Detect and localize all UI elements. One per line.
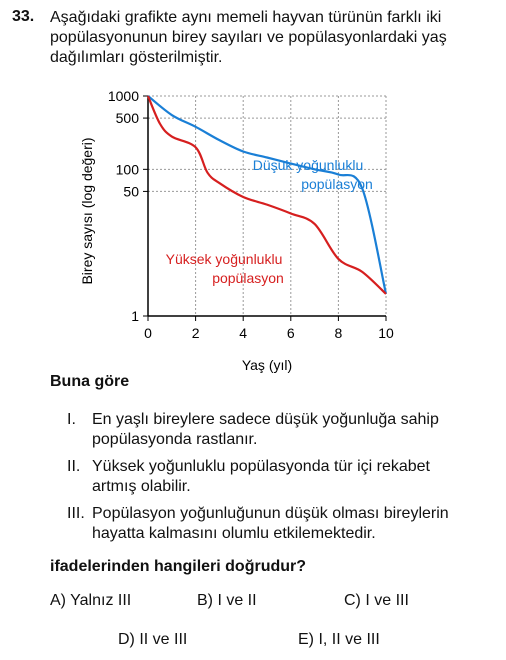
survivorship-chart: 0 2 4 6 8 10 1 50 100 500 1000 Birey sayısı (log d… — [79, 88, 394, 373]
chart-grid — [148, 95, 387, 316]
question-stem-line: popülasyonunun birey sayıları ve popülas… — [50, 29, 447, 46]
chart-series — [146, 95, 388, 295]
chart-axes — [147, 96, 386, 317]
chart-ticks: 0 2 4 6 8 10 1 50 100 500 1000 — [108, 88, 394, 341]
series-label-high-density-line2: popülasyon — [212, 270, 284, 286]
series-label-high-density-line1: Yüksek yoğunluklu — [166, 251, 283, 267]
statement-text: Popülasyon yoğunluğunun düşük olması bir… — [92, 505, 449, 522]
question-stem-line: dağılımları gösterilmiştir. — [50, 49, 223, 66]
y-tick-label: 500 — [116, 110, 140, 126]
statement-number: I. — [67, 411, 76, 428]
choice-c[interactable]: C) I ve III — [344, 592, 409, 609]
choice-e[interactable]: E) I, II ve III — [298, 631, 380, 648]
x-tick-label: 8 — [335, 325, 343, 341]
question-number: 33. — [12, 8, 35, 25]
series-label-low-density-line1: Düşük yoğunluklu — [253, 157, 364, 173]
x-axis-label: Yaş (yıl) — [242, 357, 292, 373]
y-axis-label: Birey sayısı (log değeri) — [79, 137, 95, 284]
statement-text: popülasyonda rastlanır. — [92, 431, 258, 448]
question-stem-line: Aşağıdaki grafikte aynı memeli hayvan tü… — [50, 9, 442, 26]
choice-b[interactable]: B) I ve II — [197, 592, 257, 609]
statement-number: II. — [67, 458, 81, 475]
statement-text: En yaşlı bireylere sadece düşük yoğunluğ… — [92, 411, 439, 428]
series-line-high-density — [146, 95, 387, 295]
statement-text: hayatta kalmasını olumlu etkilemektedir. — [92, 525, 376, 542]
x-tick-label: 10 — [378, 325, 394, 341]
y-tick-label: 1000 — [108, 88, 139, 104]
x-tick-label: 6 — [287, 325, 295, 341]
y-tick-label: 50 — [123, 183, 139, 199]
x-tick-label: 4 — [239, 325, 247, 341]
chart-labels: Birey sayısı (log değeri) Yaş (yıl) Düşü… — [79, 137, 373, 373]
statement-text: Yüksek yoğunluklu popülasyonda tür içi r… — [92, 458, 430, 475]
x-tick-label: 0 — [144, 325, 152, 341]
lead-text: Buna göre — [50, 373, 130, 390]
choice-a[interactable]: A) Yalnız III — [50, 592, 132, 609]
question-ask: ifadelerinden hangileri doğrudur? — [50, 558, 307, 575]
statement-number: III. — [67, 505, 85, 522]
series-label-low-density-line2: popülasyon — [301, 176, 373, 192]
x-tick-label: 2 — [192, 325, 200, 341]
choice-d[interactable]: D) II ve III — [118, 631, 188, 648]
y-tick-label: 100 — [116, 161, 140, 177]
series-line-low-density — [147, 95, 388, 295]
y-tick-label: 1 — [131, 308, 139, 324]
statement-text: artmış olabilir. — [92, 478, 191, 495]
